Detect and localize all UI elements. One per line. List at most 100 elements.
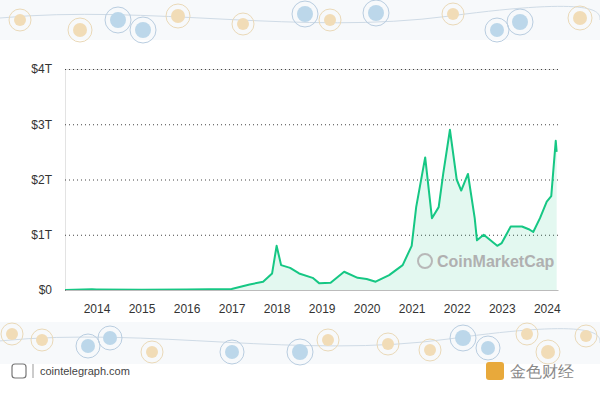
decoration-dot <box>6 328 18 340</box>
decoration-dot <box>135 22 151 38</box>
decoration-dot <box>14 14 26 26</box>
decoration-dot <box>368 5 384 21</box>
decoration-band <box>0 0 600 40</box>
decoration-dot <box>481 341 495 355</box>
decoration-ring <box>105 7 131 33</box>
decoration-ring <box>476 336 500 360</box>
decoration-dot <box>490 23 504 37</box>
decoration-dot <box>521 328 533 340</box>
decoration-ring <box>68 18 92 42</box>
credit: 金色财经 <box>510 363 574 380</box>
credit-logo <box>486 362 504 380</box>
decoration-ring <box>419 339 441 361</box>
decoration-dot <box>324 14 336 26</box>
y-tick-label: $1T <box>31 228 52 242</box>
decoration-band <box>0 322 600 364</box>
grid-line <box>65 69 558 70</box>
decoration-dot <box>103 331 117 345</box>
decoration-ring <box>536 340 560 364</box>
decoration-ring <box>130 17 156 43</box>
y-tick: $3T <box>31 118 558 132</box>
decoration-dot <box>225 345 239 359</box>
decoration-ring <box>319 9 341 31</box>
decoration-dot <box>512 14 528 30</box>
x-tick: 2023 <box>489 290 516 316</box>
watermark-text: CoinMarketCap <box>437 253 555 270</box>
decoration-ring <box>166 4 190 28</box>
decoration-ring <box>1 323 23 345</box>
source-logo <box>12 364 26 378</box>
decoration-ring <box>220 340 244 364</box>
decoration-dot <box>36 334 48 346</box>
x-tick-label: 2023 <box>489 302 516 316</box>
decoration-ring <box>9 9 31 31</box>
watermark-logo <box>418 254 432 268</box>
decoration-ring <box>442 3 464 25</box>
decoration-ring <box>98 326 122 350</box>
decoration-ring <box>485 18 509 42</box>
x-tick-label: 2016 <box>174 302 201 316</box>
x-tick-label: 2022 <box>444 302 471 316</box>
decoration-dot <box>382 338 394 350</box>
decoration-ring <box>292 1 318 27</box>
x-tick: 2015 <box>129 290 156 316</box>
x-tick: 2024 <box>534 290 561 316</box>
plot-area <box>65 130 557 290</box>
y-axis: $0$1T$2T$3T$4T <box>31 62 558 297</box>
decoration-dot <box>573 11 587 25</box>
decoration-dot <box>292 344 308 360</box>
decoration-dot <box>171 9 185 23</box>
x-tick: 2020 <box>354 290 381 316</box>
area-fill <box>65 130 557 290</box>
source: cointelegraph.com <box>40 365 130 377</box>
y-tick: $4T <box>31 62 558 76</box>
decoration-ring <box>516 323 538 345</box>
y-tick-label: $2T <box>31 173 52 187</box>
footer: cointelegraph.com 金色财经 <box>12 362 574 380</box>
x-tick-label: 2021 <box>399 302 426 316</box>
x-tick: 2017 <box>219 290 246 316</box>
x-tick-label: 2017 <box>219 302 246 316</box>
decoration-dot <box>146 346 158 358</box>
decoration-ring <box>568 6 592 30</box>
decoration-dot <box>237 18 249 30</box>
decoration-dot <box>541 345 555 359</box>
y-axis-line <box>66 70 559 291</box>
y-tick: $2T <box>31 173 558 187</box>
grid-line <box>65 290 558 291</box>
decoration-ring <box>141 341 163 363</box>
decoration-dot <box>81 339 95 353</box>
decoration-ring <box>363 0 389 26</box>
decoration-ring <box>450 325 476 351</box>
grid-line <box>65 124 558 125</box>
area-line <box>65 130 557 290</box>
decoration-dot <box>580 330 592 342</box>
x-tick-label: 2015 <box>129 302 156 316</box>
x-tick: 2014 <box>84 290 111 316</box>
x-tick-label: 2020 <box>354 302 381 316</box>
decoration-ring <box>317 329 339 351</box>
decoration-dot <box>424 344 436 356</box>
decoration-dot <box>447 8 459 20</box>
decoration-dot <box>110 12 126 28</box>
watermark: CoinMarketCap <box>418 253 555 270</box>
decoration-dot <box>73 23 87 37</box>
decoration-wave <box>0 6 600 22</box>
x-tick-label: 2019 <box>309 302 336 316</box>
x-tick-label: 2018 <box>264 302 291 316</box>
separator <box>33 364 34 378</box>
x-tick: 2016 <box>174 290 201 316</box>
decoration-ring <box>377 333 399 355</box>
decoration <box>0 322 600 365</box>
x-axis: 2014 2015 2016 2017 2018 2019 2020 2021 2022 2023… <box>66 290 561 316</box>
grid-line <box>65 180 558 181</box>
decoration-ring <box>31 329 53 351</box>
decoration-ring <box>232 13 254 35</box>
chart: $0$1T$2T$3T$4T20142015201620172018201920… <box>0 0 600 395</box>
y-tick-label: $4T <box>31 62 52 76</box>
decoration-ring <box>575 325 597 347</box>
x-tick: 2018 <box>264 290 291 316</box>
x-axis-line <box>66 290 559 291</box>
x-tick: 2021 <box>399 290 426 316</box>
x-tick-label: 2024 <box>534 302 561 316</box>
